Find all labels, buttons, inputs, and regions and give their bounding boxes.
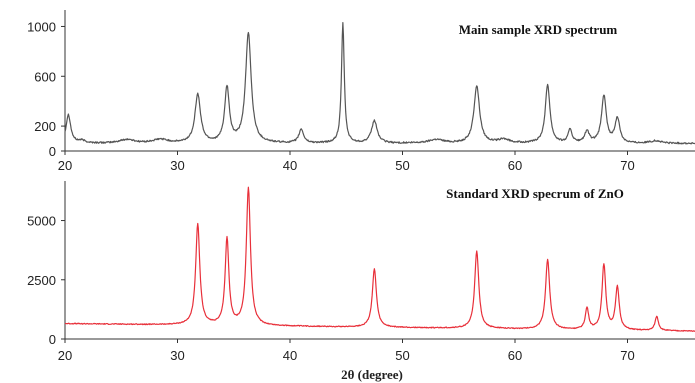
bottom-spectrum-line-0 [64,186,695,333]
top-x-tick-label: 40 [283,158,297,173]
bottom-xrd-panel: Standard XRD specrum of ZnO 2θ (degree) … [27,181,695,382]
bottom-chart-title: Standard XRD specrum of ZnO [446,186,624,201]
top-x-tick-label: 50 [395,158,409,173]
bottom-x-tick-label: 40 [283,348,297,363]
bottom-x-tick-label: 30 [170,348,184,363]
top-xrd-panel: Main sample XRD spectrum 0 200 600 1000 20 30… [27,10,695,173]
bottom-x-tick-label: 20 [58,348,72,363]
top-y-tick-label: 600 [34,69,56,84]
top-y-tick-label: 1000 [27,19,56,34]
bottom-y-tick-label: 5000 [27,214,56,229]
top-x-tick-label: 60 [508,158,522,173]
x-axis-label: 2θ (degree) [341,367,403,382]
top-spectrum-line-0 [64,22,695,145]
top-x-tick-label: 30 [170,158,184,173]
top-x-tick-label: 70 [620,158,634,173]
bottom-y-tick-label: 2500 [27,273,56,288]
top-y-tick-label: 0 [49,144,56,159]
bottom-x-tick-label: 60 [508,348,522,363]
bottom-y-tick-label: 0 [49,332,56,347]
top-chart-title: Main sample XRD spectrum [459,22,618,37]
top-x-tick-label: 20 [58,158,72,173]
top-y-tick-label: 200 [34,119,56,134]
bottom-x-tick-label: 50 [395,348,409,363]
bottom-x-tick-label: 70 [620,348,634,363]
